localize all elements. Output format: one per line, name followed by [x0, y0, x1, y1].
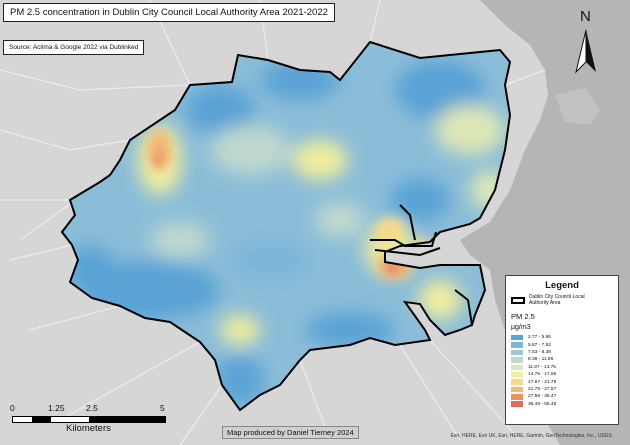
- legend-class-label: 17.87 - 21.78: [528, 379, 557, 385]
- legend-class-label: 21.79 - 27.57: [528, 386, 557, 392]
- legend-class-swatch: [511, 364, 523, 370]
- legend-class-swatch: [511, 342, 523, 348]
- map-title: PM 2.5 concentration in Dublin City Coun…: [3, 3, 335, 22]
- legend-class-swatch: [511, 386, 523, 393]
- legend-class-label: 27.58 - 36.47: [528, 394, 557, 400]
- map-credit: Map produced by Daniel Tierney 2024: [222, 426, 359, 439]
- legend-class-swatch: [511, 349, 523, 356]
- legend-class-swatch: [511, 357, 523, 363]
- legend-class-label: 14.76 - 17.86: [528, 372, 557, 378]
- legend-class-item: 11.87 - 14.75: [511, 364, 618, 371]
- legend-class-label: 5.87 - 7.52: [528, 342, 551, 348]
- scale-tick-label: 2.5: [86, 403, 98, 413]
- scale-tick-label: 0: [10, 403, 15, 413]
- legend-class-item: 17.87 - 21.78: [511, 378, 618, 385]
- north-letter: N: [580, 8, 591, 25]
- council-boundary: [60, 40, 512, 412]
- scale-units: Kilometers: [66, 423, 111, 434]
- basemap-attribution: Esri, HERE, Esri UK, Esri, HERE, Garmin,…: [450, 433, 612, 439]
- north-arrow-icon: N: [566, 8, 606, 80]
- legend-class-item: 27.58 - 36.47: [511, 393, 618, 400]
- howth-headland: [555, 88, 600, 125]
- legend-class-label: 8.39 - 11.86: [528, 357, 554, 363]
- legend-boundary-entry: Dublin City Council Local Authority Area: [511, 294, 618, 306]
- legend-classes: 2.77 - 5.86 5.87 - 7.52 7.53 - 8.38 8.39 - …: [511, 334, 618, 408]
- legend-class-label: 2.77 - 5.86: [528, 335, 551, 341]
- boundary-swatch: [511, 296, 525, 304]
- scale-bar-segments: [12, 416, 166, 423]
- legend-panel: Legend Dublin City Council Local Authori…: [505, 275, 619, 425]
- scale-tick-label: 5: [160, 403, 165, 413]
- boundary-label: Dublin City Council Local Authority Area: [529, 294, 585, 306]
- scale-tick-label: 1.25: [48, 403, 65, 413]
- legend-class-swatch: [511, 394, 523, 400]
- legend-class-swatch: [511, 371, 523, 378]
- legend-unit: µg/m3: [511, 324, 531, 331]
- legend-subtitle: PM 2.5: [511, 312, 535, 321]
- legend-class-item: 8.39 - 11.86: [511, 356, 618, 363]
- legend-class-item: 21.79 - 27.57: [511, 386, 618, 393]
- data-source: Source: Aclima & Google 2022 via Dublink…: [3, 40, 145, 55]
- legend-class-item: 14.76 - 17.86: [511, 371, 618, 378]
- legend-class-swatch: [511, 334, 523, 341]
- legend-class-label: 7.53 - 8.38: [528, 349, 551, 355]
- scale-bar: 0 1.25 2.5 5 Kilometers: [8, 403, 168, 439]
- legend-class-item: 5.87 - 7.52: [511, 341, 618, 348]
- legend-class-label: 11.87 - 14.75: [528, 364, 556, 370]
- legend-class-swatch: [511, 379, 523, 385]
- legend-class-label: 36.48 - 55.49: [528, 401, 557, 407]
- legend-class-item: 36.48 - 55.49: [511, 401, 618, 408]
- legend-title: Legend: [545, 280, 579, 291]
- legend-class-item: 2.77 - 5.86: [511, 334, 618, 341]
- dublin-port-outline: [370, 204, 473, 326]
- legend-class-item: 7.53 - 8.38: [511, 349, 618, 356]
- legend-class-swatch: [511, 401, 523, 407]
